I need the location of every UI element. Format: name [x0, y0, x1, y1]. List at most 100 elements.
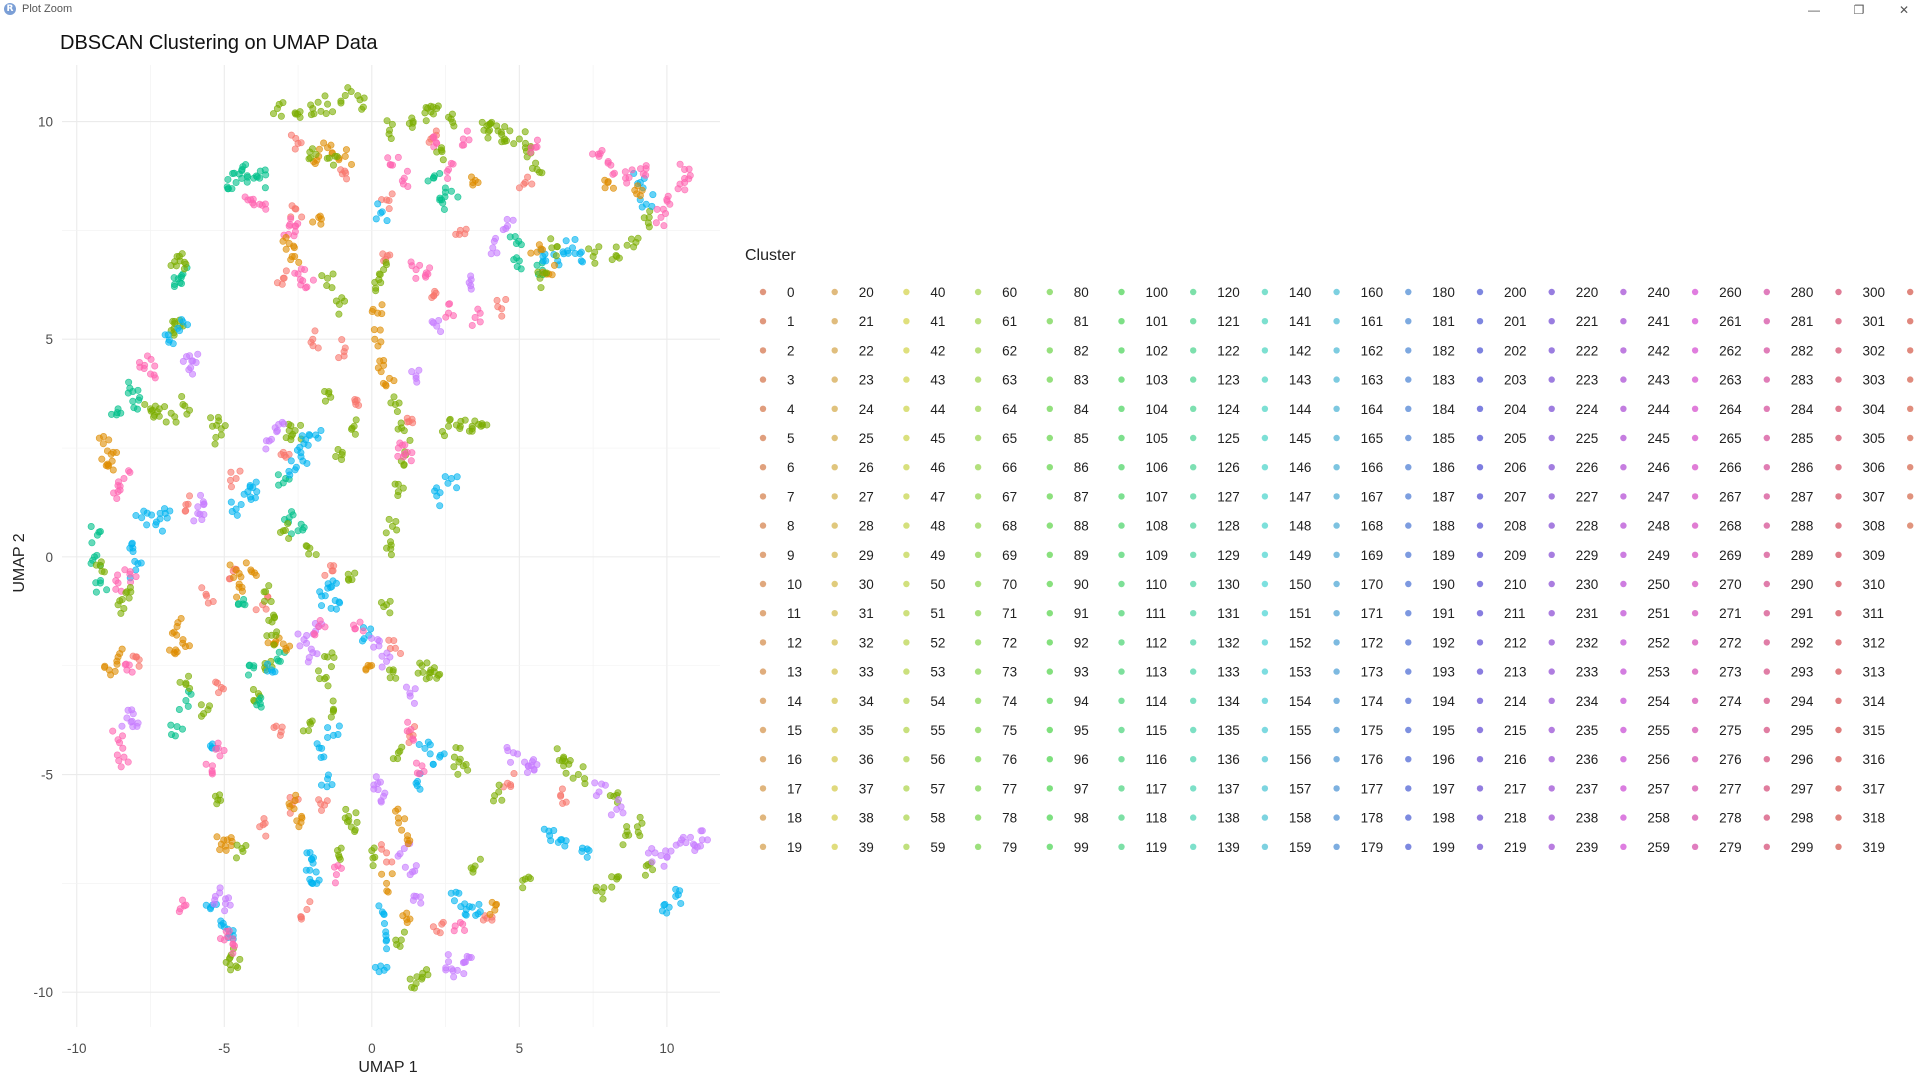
- data-point: [558, 757, 566, 765]
- legend-label: 240: [1647, 285, 1670, 300]
- data-point: [262, 437, 270, 445]
- legend-key: [1261, 493, 1269, 500]
- minimize-icon[interactable]: —: [1808, 3, 1820, 17]
- data-point: [388, 870, 396, 878]
- data-point: [194, 350, 202, 358]
- data-point: [387, 538, 395, 546]
- data-point: [252, 478, 260, 486]
- legend-label: 67: [1002, 489, 1017, 504]
- legend-label: 274: [1719, 694, 1742, 709]
- data-point: [234, 600, 242, 608]
- data-point: [221, 422, 229, 430]
- data-point: [553, 745, 561, 753]
- legend-label: 281: [1791, 314, 1814, 329]
- data-point: [153, 408, 161, 416]
- data-point: [454, 770, 462, 778]
- legend-key: [1333, 405, 1340, 412]
- legend-label: 143: [1289, 373, 1312, 388]
- legend-label: 27: [859, 489, 874, 504]
- data-point: [517, 241, 525, 249]
- data-point: [116, 597, 124, 605]
- data-point: [449, 967, 457, 975]
- data-point: [311, 327, 319, 335]
- data-point: [696, 842, 704, 850]
- legend-key: [1476, 434, 1484, 442]
- data-point: [368, 634, 376, 642]
- data-point: [415, 770, 423, 778]
- legend-label: 11: [787, 606, 801, 621]
- close-icon[interactable]: ✕: [1898, 3, 1910, 17]
- legend-key: [1476, 580, 1484, 588]
- data-point: [498, 796, 506, 804]
- data-point: [471, 176, 479, 184]
- data-point: [387, 135, 395, 143]
- data-point: [221, 842, 229, 850]
- legend-label: 148: [1289, 519, 1312, 534]
- legend-label: 25: [859, 431, 874, 446]
- data-point: [252, 606, 260, 614]
- data-point: [318, 602, 326, 610]
- data-point: [478, 118, 486, 126]
- legend-key: [903, 405, 910, 412]
- data-point: [400, 461, 408, 469]
- data-point: [486, 910, 494, 918]
- legend-key: [1835, 318, 1842, 325]
- data-point: [161, 331, 169, 339]
- data-point: [309, 276, 317, 284]
- data-point: [378, 663, 386, 671]
- data-point: [329, 270, 337, 278]
- legend-label: 305: [1863, 431, 1886, 446]
- legend-key: [1548, 580, 1555, 588]
- data-point: [122, 589, 130, 597]
- legend-key: [1118, 843, 1125, 850]
- legend-label: 189: [1432, 548, 1455, 563]
- data-point: [311, 160, 319, 168]
- data-point: [233, 593, 241, 601]
- data-point: [578, 847, 586, 855]
- legend-key: [1476, 668, 1484, 675]
- legend-key: [1190, 785, 1197, 792]
- data-point: [228, 507, 236, 515]
- legend-key: [903, 726, 910, 734]
- data-point: [331, 152, 339, 160]
- legend-label: 312: [1863, 635, 1886, 650]
- data-point: [215, 417, 223, 425]
- data-point: [89, 556, 97, 564]
- data-point: [359, 103, 367, 111]
- legend-label: 288: [1791, 519, 1814, 534]
- legend-label: 271: [1719, 606, 1742, 621]
- legend-key: [1835, 785, 1842, 792]
- legend-label: 23: [859, 373, 874, 388]
- data-point: [379, 250, 387, 258]
- legend-key: [1835, 843, 1842, 850]
- data-point: [261, 184, 269, 192]
- legend-label: 194: [1432, 694, 1455, 709]
- legend-key: [1835, 493, 1842, 500]
- legend-label: 63: [1002, 373, 1017, 388]
- data-point: [196, 510, 204, 518]
- data-point: [372, 215, 380, 223]
- legend-key: [1405, 405, 1412, 412]
- legend-label: 69: [1002, 548, 1017, 563]
- legend-label: 80: [1074, 285, 1089, 300]
- data-point: [368, 662, 376, 670]
- data-point: [327, 141, 335, 149]
- window-titlebar: R Plot Zoom — ❐ ✕: [0, 0, 1919, 20]
- data-point: [667, 847, 675, 855]
- data-point: [211, 440, 219, 448]
- data-point: [392, 936, 400, 944]
- data-point: [216, 846, 224, 854]
- legend-label: 218: [1504, 811, 1527, 826]
- data-point: [359, 627, 367, 635]
- restore-icon[interactable]: ❐: [1853, 3, 1865, 17]
- data-point: [448, 110, 456, 118]
- legend-key: [1763, 376, 1771, 383]
- legend-label: 258: [1647, 811, 1670, 826]
- legend-key: [831, 464, 838, 471]
- legend-key: [1907, 493, 1914, 500]
- data-point: [317, 426, 325, 434]
- data-point: [412, 372, 420, 380]
- legend-key: [759, 376, 767, 383]
- legend-label: 174: [1361, 694, 1384, 709]
- data-point: [514, 750, 522, 758]
